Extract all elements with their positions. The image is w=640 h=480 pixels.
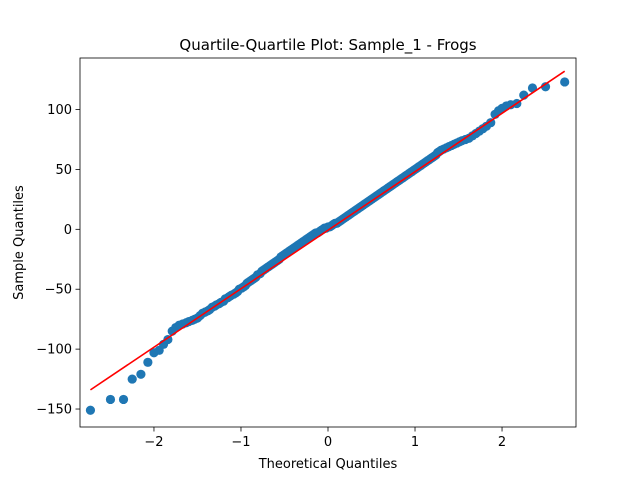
data-point-176 xyxy=(527,83,538,93)
data-point-177 xyxy=(540,82,551,92)
data-point-3 xyxy=(127,374,137,384)
x-tick-label-0: −2 xyxy=(144,435,163,450)
data-point-9 xyxy=(163,334,173,345)
y-tick-label-2: −50 xyxy=(45,283,72,298)
data-point-5 xyxy=(143,357,153,367)
x-tick-label-4: 2 xyxy=(498,435,506,450)
y-axis-label: Sample Quantiles xyxy=(12,185,27,300)
x-tick-label-2: 0 xyxy=(324,435,332,450)
x-axis-ticks: −2 −1 0 1 2 xyxy=(144,427,506,450)
data-point-4 xyxy=(136,369,146,379)
data-point-178 xyxy=(560,77,570,87)
chart-title: Quartile-Quartile Plot: Sample_1 - Frogs xyxy=(179,36,476,55)
y-tick-label-4: 50 xyxy=(55,163,72,178)
fit-line-layer xyxy=(89,70,566,391)
data-point-2 xyxy=(118,394,129,405)
data-points xyxy=(85,77,570,415)
fit-line xyxy=(89,70,566,391)
data-point-1 xyxy=(105,394,116,405)
data-point-168 xyxy=(486,118,496,128)
data-point-0 xyxy=(85,405,96,415)
x-tick-label-1: −1 xyxy=(231,435,250,450)
y-axis-ticks: −150 −100 −50 0 50 100 xyxy=(36,103,80,418)
x-tick-label-3: 1 xyxy=(411,435,419,450)
y-tick-label-3: 0 xyxy=(64,223,72,238)
y-tick-label-1: −100 xyxy=(36,343,72,358)
y-tick-label-0: −150 xyxy=(36,403,72,418)
x-axis-label: Theoretical Quantiles xyxy=(258,457,398,472)
y-tick-label-5: 100 xyxy=(47,103,72,118)
